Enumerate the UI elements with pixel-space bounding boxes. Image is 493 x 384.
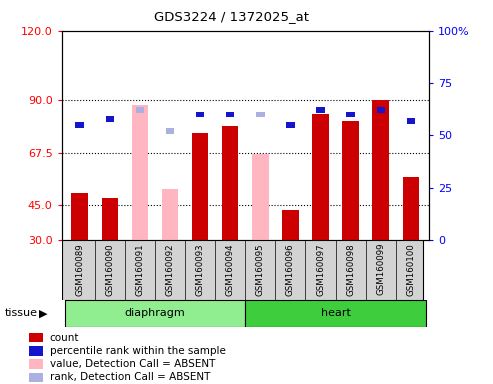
- Bar: [246, 300, 426, 327]
- Text: rank, Detection Call = ABSENT: rank, Detection Call = ABSENT: [50, 372, 210, 382]
- Bar: [252, 154, 269, 240]
- Bar: [166, 128, 174, 134]
- Bar: [226, 111, 235, 118]
- Text: value, Detection Call = ABSENT: value, Detection Call = ABSENT: [50, 359, 215, 369]
- Text: GSM160093: GSM160093: [196, 243, 205, 296]
- Bar: [136, 107, 144, 113]
- Bar: [342, 121, 359, 240]
- Text: diaphragm: diaphragm: [125, 308, 185, 318]
- Text: GSM160090: GSM160090: [106, 243, 114, 296]
- Bar: [106, 116, 114, 122]
- Bar: [407, 118, 415, 124]
- Bar: [162, 189, 178, 240]
- Text: count: count: [50, 333, 79, 343]
- Text: GSM160100: GSM160100: [406, 243, 415, 296]
- Text: heart: heart: [320, 308, 351, 318]
- Bar: [286, 122, 295, 128]
- Text: GSM160089: GSM160089: [75, 243, 84, 296]
- Text: GSM160098: GSM160098: [346, 243, 355, 296]
- Text: GSM160091: GSM160091: [136, 243, 144, 296]
- Text: tissue: tissue: [5, 308, 38, 318]
- Text: GSM160097: GSM160097: [316, 243, 325, 296]
- Bar: [29, 359, 43, 369]
- Text: ▶: ▶: [39, 308, 48, 318]
- Bar: [347, 111, 355, 118]
- Text: GSM160092: GSM160092: [166, 243, 175, 296]
- Bar: [222, 126, 239, 240]
- Bar: [403, 177, 419, 240]
- Text: GSM160099: GSM160099: [376, 243, 385, 295]
- Bar: [377, 107, 385, 113]
- Text: GSM160095: GSM160095: [256, 243, 265, 296]
- Bar: [29, 333, 43, 343]
- Bar: [256, 111, 265, 118]
- Bar: [65, 300, 245, 327]
- Bar: [282, 210, 299, 240]
- Bar: [312, 114, 329, 240]
- Text: GSM160094: GSM160094: [226, 243, 235, 296]
- Bar: [29, 372, 43, 382]
- Text: GSM160096: GSM160096: [286, 243, 295, 296]
- Bar: [75, 122, 84, 128]
- Bar: [317, 107, 325, 113]
- Bar: [373, 101, 389, 240]
- Bar: [192, 133, 209, 240]
- Bar: [132, 105, 148, 240]
- Text: percentile rank within the sample: percentile rank within the sample: [50, 346, 226, 356]
- Bar: [71, 194, 88, 240]
- Text: GDS3224 / 1372025_at: GDS3224 / 1372025_at: [154, 10, 309, 23]
- Bar: [196, 111, 204, 118]
- Bar: [29, 346, 43, 356]
- Bar: [136, 107, 144, 113]
- Bar: [256, 111, 265, 118]
- Bar: [102, 198, 118, 240]
